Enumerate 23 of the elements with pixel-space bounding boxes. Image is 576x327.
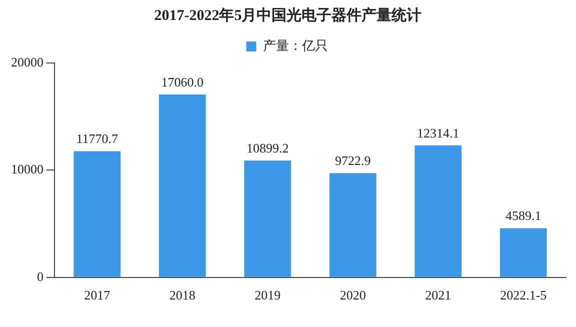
x-tick-label: 2017 — [84, 288, 111, 303]
bar — [500, 228, 547, 277]
bar — [158, 94, 206, 277]
y-tick-label: 20000 — [11, 54, 44, 70]
data-label: 10899.2 — [246, 140, 289, 156]
data-label: 4589.1 — [506, 208, 542, 224]
data-label: 9722.9 — [335, 153, 371, 168]
x-tick-label: 2020 — [340, 288, 366, 303]
x-tick-label: 2018 — [169, 288, 196, 303]
x-tick-label: 2019 — [254, 288, 281, 303]
data-label: 12314.1 — [417, 125, 460, 140]
bar — [329, 173, 376, 277]
chart-title: 2017-2022年5月中国光电子器件产量统计 — [153, 6, 423, 25]
y-tick-label: 0 — [37, 268, 44, 284]
data-label: 17060.0 — [161, 74, 204, 90]
y-tick-label: 10000 — [11, 162, 44, 177]
x-tick-label: 2022.1-5 — [500, 288, 547, 303]
data-label: 11770.7 — [76, 131, 118, 146]
x-tick-label: 2021 — [425, 288, 452, 303]
bar — [414, 145, 462, 277]
bar — [244, 160, 292, 277]
legend-label: 产量：亿只 — [262, 38, 328, 54]
bar — [74, 151, 121, 277]
